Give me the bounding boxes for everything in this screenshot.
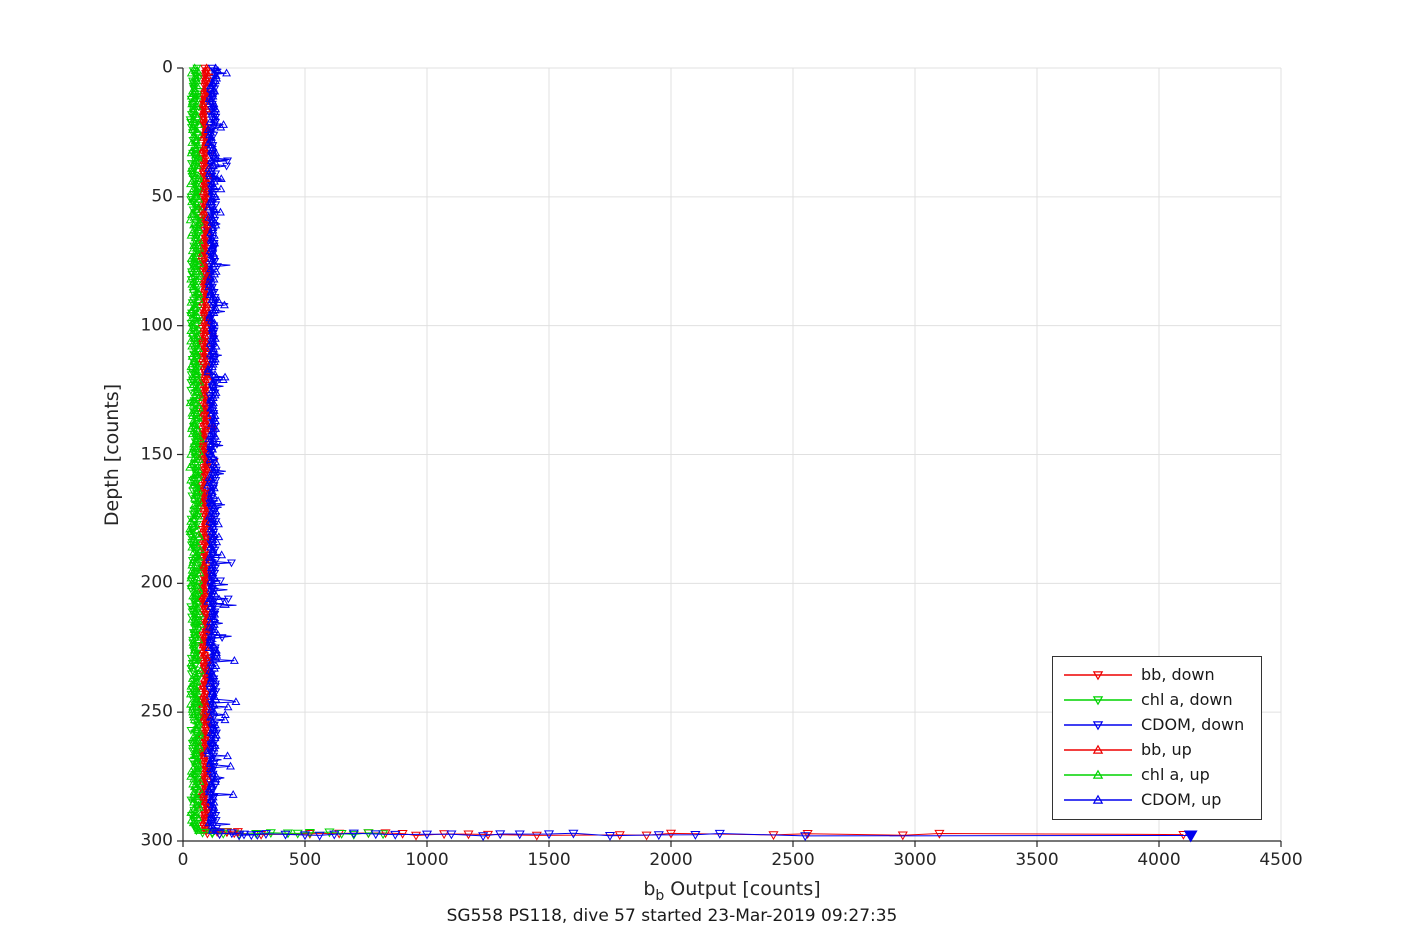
legend-label: CDOM, down bbox=[1141, 715, 1245, 734]
x-tick-label: 2500 bbox=[771, 850, 815, 870]
axes bbox=[177, 67, 1282, 847]
x-axis-label-rest: Output [counts] bbox=[664, 878, 821, 900]
legend-row[interactable]: chl a, down bbox=[1053, 687, 1261, 712]
x-tick-label: 1500 bbox=[527, 850, 571, 870]
x-tick-label: 3500 bbox=[1015, 850, 1059, 870]
legend-line-sample bbox=[1064, 695, 1132, 705]
legend[interactable]: bb, down chl a, down CDOM, down bb, up bbox=[1052, 656, 1262, 820]
legend-line-sample bbox=[1064, 670, 1132, 680]
grid-lines bbox=[183, 67, 1282, 841]
legend-row[interactable]: CDOM, up bbox=[1053, 787, 1261, 812]
series-cdom-down bbox=[202, 64, 1198, 843]
legend-label: bb, down bbox=[1141, 665, 1215, 684]
legend-row[interactable]: bb, down bbox=[1053, 662, 1261, 687]
y-tick-label: 0 bbox=[162, 57, 173, 78]
legend-label: CDOM, up bbox=[1141, 790, 1222, 809]
legend-row[interactable]: CDOM, down bbox=[1053, 712, 1261, 737]
x-axis-label-subscript: b bbox=[655, 887, 665, 904]
x-tick-label: 4000 bbox=[1137, 850, 1181, 870]
legend-line-sample bbox=[1064, 720, 1132, 730]
x-tick-label: 4500 bbox=[1259, 850, 1303, 870]
legend-line-sample bbox=[1064, 744, 1132, 754]
legend-label: bb, up bbox=[1141, 740, 1192, 759]
series-chl-a-up bbox=[185, 63, 229, 839]
series-cdom-up bbox=[203, 63, 263, 840]
legend-label: chl a, down bbox=[1141, 690, 1233, 709]
y-axis-label: Depth [counts] bbox=[101, 383, 123, 527]
y-tick-label: 200 bbox=[140, 572, 173, 593]
x-tick-label: 3000 bbox=[893, 850, 937, 870]
series-bb-down bbox=[196, 64, 1189, 841]
data-series bbox=[185, 63, 1198, 843]
x-axis-label: bb Output [counts] bbox=[643, 878, 820, 904]
legend-row[interactable]: chl a, up bbox=[1053, 762, 1261, 787]
y-tick-label: 250 bbox=[140, 701, 173, 722]
y-tick-label: 300 bbox=[140, 830, 173, 851]
x-axis-label-base: b bbox=[643, 878, 656, 900]
legend-label: chl a, up bbox=[1141, 765, 1210, 784]
legend-line-sample bbox=[1064, 794, 1132, 804]
y-tick-label: 150 bbox=[140, 444, 173, 464]
legend-row[interactable]: bb, up bbox=[1053, 737, 1261, 762]
x-tick-label: 1000 bbox=[405, 850, 449, 870]
y-tick-label: 50 bbox=[151, 186, 173, 207]
x-tick-label: 0 bbox=[177, 850, 189, 870]
figure-title: SG558 PS118, dive 57 started 23-Mar-2019… bbox=[446, 906, 898, 926]
x-tick-label: 500 bbox=[288, 850, 322, 870]
legend-line-sample bbox=[1064, 769, 1132, 779]
y-tick-label: 100 bbox=[140, 315, 173, 336]
x-tick-label: 2000 bbox=[649, 850, 693, 870]
